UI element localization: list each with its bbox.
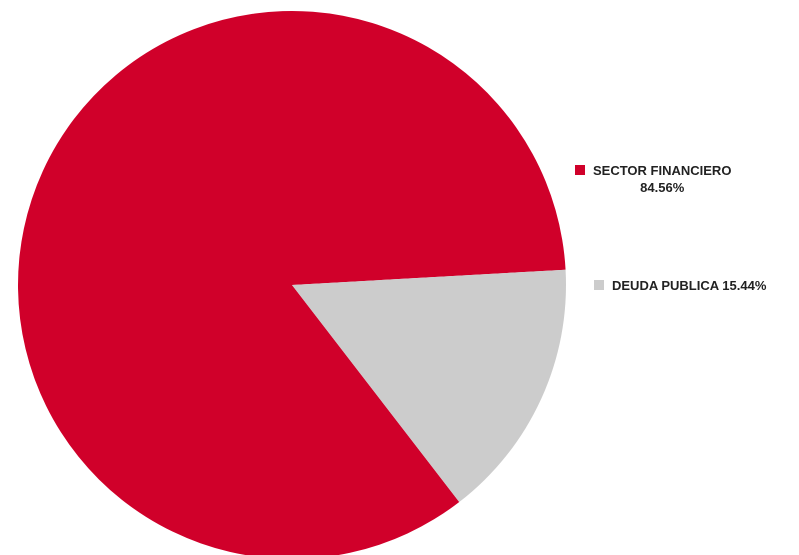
legend-swatch-deuda-publica	[594, 280, 604, 290]
legend-value-deuda-publica: 15.44%	[722, 278, 767, 293]
pie-slice-deuda-publica	[292, 269, 566, 503]
legend-value-sector-financiero: 84.56%	[640, 180, 685, 195]
legend-label-sector-financiero: SECTOR FINANCIERO	[593, 163, 732, 178]
legend-label-deuda-publica: DEUDA PUBLICA	[612, 278, 719, 293]
pie-slice-sector-financiero	[18, 11, 566, 555]
legend-swatch-sector-financiero	[575, 165, 585, 175]
legend-item-sector-financiero: SECTOR FINANCIERO 84.56%	[575, 162, 731, 196]
legend-item-deuda-publica: DEUDA PUBLICA 15.44%	[594, 277, 766, 294]
